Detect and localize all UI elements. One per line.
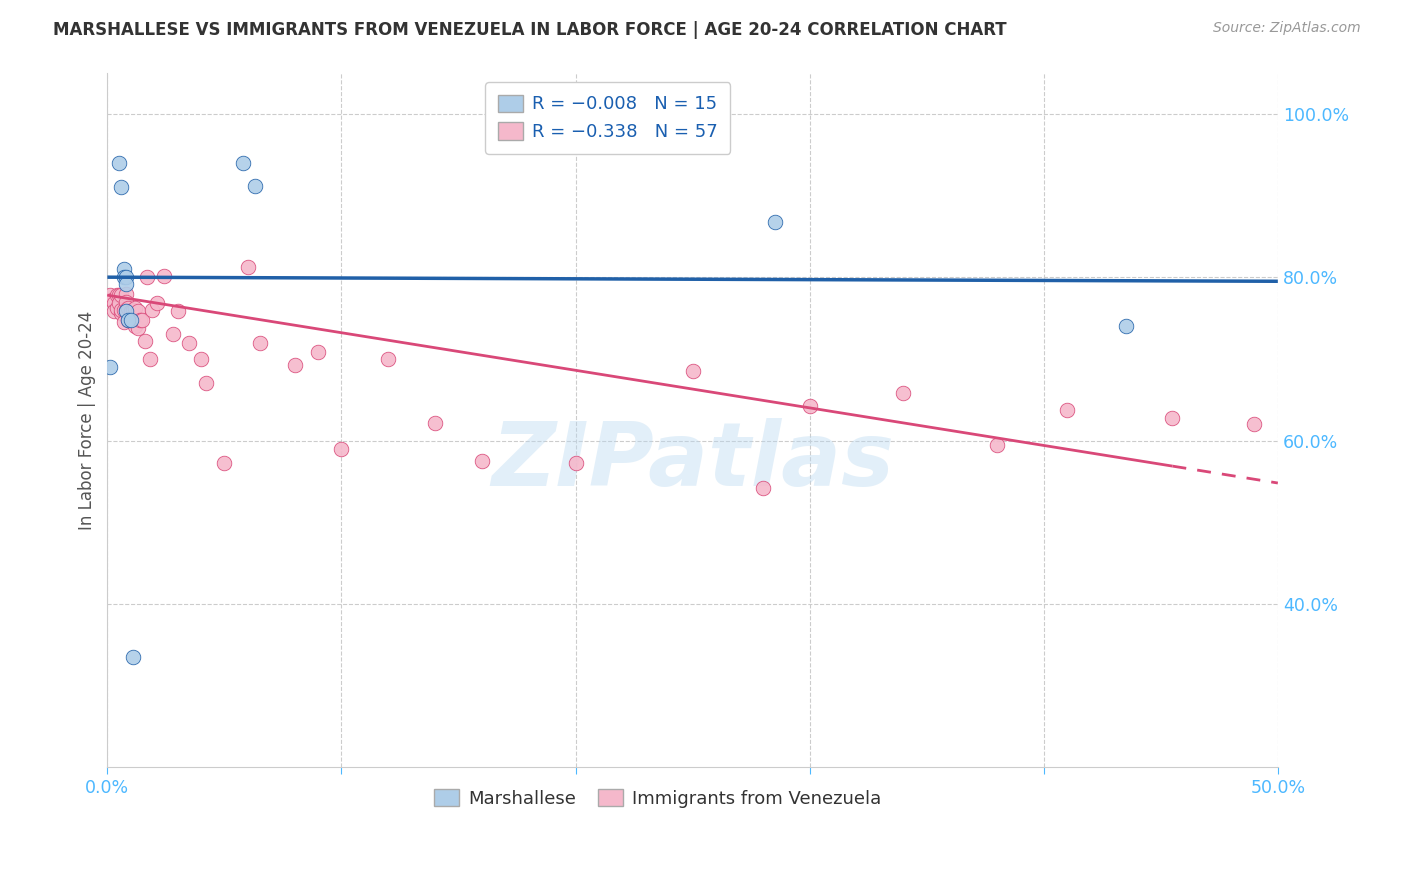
Point (105, 301, 128, 316)
Point (112, 262, 135, 277)
Point (120, 304, 142, 318)
Point (138, 351, 160, 366)
Point (152, 268, 174, 283)
Text: Source: ZipAtlas.com: Source: ZipAtlas.com (1213, 21, 1361, 36)
Point (110, 288, 132, 302)
Point (110, 302, 132, 317)
Point (112, 302, 135, 317)
Point (1243, 417, 1265, 432)
Point (105, 288, 128, 302)
Point (112, 315, 135, 329)
Point (190, 351, 212, 366)
Point (763, 214, 786, 228)
Point (284, 359, 307, 373)
Point (124, 301, 146, 316)
Y-axis label: In Labor Force | Age 20-24: In Labor Force | Age 20-24 (79, 310, 96, 530)
Point (117, 312, 139, 326)
Point (108, 156, 131, 170)
Point (986, 437, 1008, 451)
Legend: Marshallese, Immigrants from Venezuela: Marshallese, Immigrants from Venezuela (426, 782, 889, 815)
Point (162, 327, 184, 342)
Point (103, 304, 125, 318)
Point (101, 293, 124, 307)
Point (115, 304, 138, 318)
Point (377, 351, 399, 366)
Point (179, 335, 201, 350)
Point (98, 359, 121, 374)
Point (115, 277, 138, 291)
Point (752, 481, 775, 495)
Point (127, 321, 149, 335)
Point (112, 270, 135, 285)
Point (243, 178, 266, 193)
Point (214, 457, 236, 471)
Point (127, 304, 149, 318)
Point (110, 306, 132, 320)
Point (120, 312, 142, 326)
Point (232, 156, 254, 170)
Point (799, 399, 821, 413)
Point (1161, 410, 1184, 425)
Point (122, 312, 145, 326)
Point (103, 296, 125, 310)
Point (115, 294, 138, 309)
Point (122, 302, 145, 317)
Point (1056, 402, 1078, 417)
Text: ZIPatlas: ZIPatlas (491, 418, 894, 505)
Point (115, 270, 138, 285)
Point (117, 301, 139, 316)
Point (471, 454, 494, 468)
Point (564, 457, 586, 471)
Point (129, 312, 152, 326)
Point (115, 302, 138, 317)
Point (134, 334, 156, 348)
Point (891, 386, 914, 401)
Point (1115, 319, 1137, 334)
Point (330, 442, 353, 456)
Point (194, 376, 217, 391)
Point (98, 288, 121, 302)
Point (145, 296, 167, 310)
Point (249, 335, 271, 350)
Point (136, 270, 159, 285)
Point (124, 319, 146, 334)
Point (131, 312, 153, 326)
Point (110, 180, 132, 194)
Point (122, 650, 145, 665)
Point (115, 286, 138, 301)
Point (120, 311, 142, 326)
Point (108, 296, 131, 310)
Point (166, 304, 188, 318)
Point (236, 260, 259, 275)
Point (108, 288, 131, 302)
Point (307, 345, 329, 359)
Text: MARSHALLESE VS IMMIGRANTS FROM VENEZUELA IN LABOR FORCE | AGE 20-24 CORRELATION : MARSHALLESE VS IMMIGRANTS FROM VENEZUELA… (53, 21, 1007, 39)
Point (117, 312, 139, 326)
Point (141, 302, 163, 317)
Point (423, 416, 446, 430)
Point (682, 364, 704, 378)
